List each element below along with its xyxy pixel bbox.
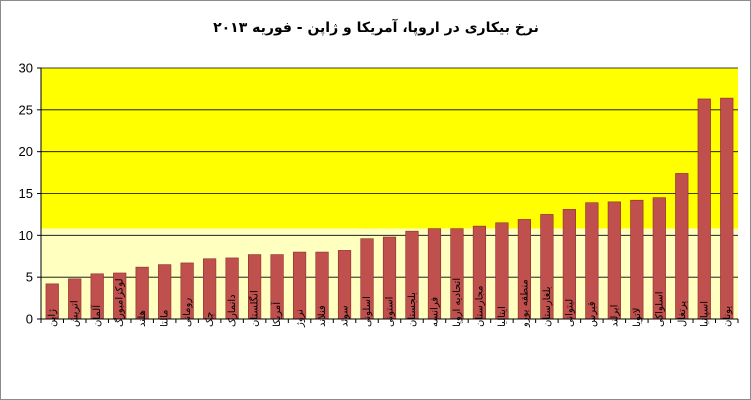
y-tick-label: 0	[26, 312, 33, 327]
x-tick-label: بلغارستان	[542, 286, 553, 327]
x-tick-label: هلند	[137, 310, 148, 327]
x-tick-label: قبرس	[587, 301, 598, 327]
x-tick-label: چک	[205, 312, 216, 327]
x-tick-label: اسپانیا	[699, 301, 710, 327]
x-tick-label: ایرلند	[609, 305, 620, 327]
x-tick-label: مالتا	[160, 309, 171, 327]
x-axis: ژاپن اتریش آلمان لوکزامبورگ هلند مالتا رومانی چ…	[40, 278, 739, 328]
x-tick-label: آلمان	[90, 304, 103, 327]
x-tick-label: بلجستان	[407, 292, 418, 327]
x-tick-label: اتحادیه اروپا	[452, 278, 463, 327]
bar	[203, 258, 217, 320]
bars	[45, 97, 734, 320]
y-tick-label: 10	[19, 228, 33, 243]
bar	[495, 222, 509, 320]
x-tick-label: ژاپن	[47, 309, 58, 327]
y-tick-label: 20	[19, 144, 33, 159]
x-tick-label: لیتوانی	[564, 299, 575, 327]
x-tick-label: دانمارک	[227, 294, 238, 327]
x-tick-label: پرتغال	[677, 301, 688, 327]
bar	[720, 97, 734, 320]
x-tick-label: سوئد	[340, 305, 351, 327]
x-tick-label: نروژ	[295, 309, 306, 328]
y-tick-label: 5	[26, 270, 33, 285]
x-tick-label: مجارستان	[474, 286, 485, 327]
y-tick-label: 15	[19, 186, 33, 201]
bar	[292, 251, 307, 320]
x-tick-label: اسلواکی	[654, 291, 665, 327]
bar	[697, 98, 711, 320]
x-tick-label: فنلاند	[317, 305, 328, 327]
x-tick-label: منطقه یورو	[519, 279, 530, 328]
bar	[630, 199, 644, 320]
x-tick-label: اتریش	[70, 300, 81, 327]
x-tick-label: فرانسه	[429, 297, 440, 327]
bar	[675, 173, 689, 320]
y-tick-label: 30	[19, 61, 33, 76]
x-tick-label: انگلستان	[249, 290, 261, 327]
chart-title: نرخ بیکاری در اروپا، آمریکا و ژاپن - فور…	[213, 18, 539, 36]
y-axis: 0 5 10 15 20 25 30	[19, 61, 42, 327]
x-tick-label: استونی	[385, 297, 396, 327]
x-tick-label: ایتالیا	[497, 306, 508, 327]
bar	[607, 201, 621, 320]
x-tick-label: لوکزامبورگ	[113, 278, 126, 327]
x-tick-label: اسلونی	[362, 296, 373, 327]
y-tick-label: 25	[19, 102, 33, 117]
x-tick-label: یونان	[722, 306, 733, 327]
x-tick-label: لاتویا	[632, 308, 643, 327]
x-tick-label: آمریکا	[270, 301, 283, 327]
x-tick-label: رومانی	[182, 298, 193, 327]
